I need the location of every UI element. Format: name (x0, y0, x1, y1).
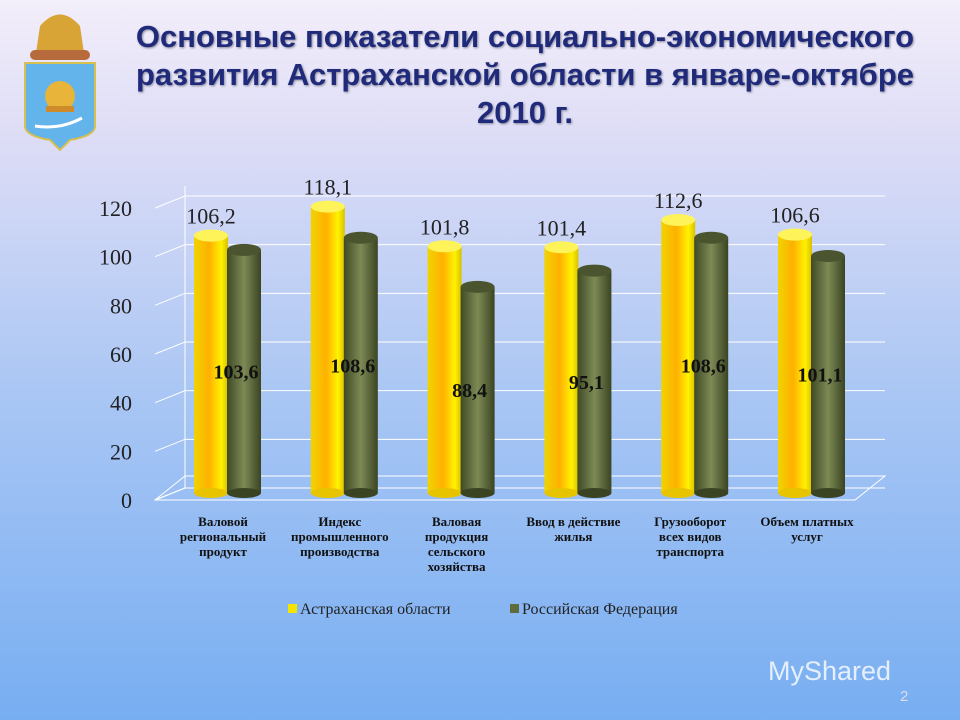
gridline (154, 438, 885, 452)
bar-base (661, 488, 696, 498)
bar-base (427, 488, 462, 498)
legend-swatch (510, 604, 519, 613)
gridline (154, 487, 885, 501)
bar-top (227, 243, 261, 256)
bar-top (811, 249, 845, 262)
gridline (154, 292, 885, 306)
bar-rf (577, 270, 612, 493)
bar-rf (811, 255, 845, 493)
bar-base (460, 488, 495, 498)
bar-astrakhan (778, 234, 812, 493)
gridline (154, 195, 885, 209)
bar-astrakhan (661, 220, 696, 494)
bar-base (194, 488, 228, 498)
bar-top (310, 200, 345, 213)
y-tick-label: 80 (110, 293, 132, 318)
bar-base (544, 488, 579, 498)
bar-rf (460, 286, 495, 493)
y-tick-label: 40 (110, 391, 132, 416)
x-category-label: Объем платных услуг (760, 514, 854, 544)
data-label: 108,6 (681, 355, 726, 377)
legend-swatch (288, 604, 297, 613)
bar-base (694, 488, 729, 498)
bar-rf (343, 237, 378, 493)
bar-base (577, 488, 612, 498)
x-category-label: Валовой региональный продукт (180, 514, 267, 559)
data-label: 101,8 (420, 214, 470, 239)
bar-astrakhan (194, 235, 228, 493)
bar-top (343, 231, 378, 244)
bar-top (778, 228, 812, 241)
axis-wall (154, 186, 186, 501)
bar-rf (227, 249, 261, 493)
bar-top (661, 214, 696, 227)
data-label: 112,6 (654, 188, 703, 213)
bar-base (778, 488, 812, 498)
bar-top (427, 240, 462, 253)
astrakhan-coat-of-arms-icon (24, 14, 96, 152)
bar-base (227, 488, 261, 498)
data-label: 106,2 (186, 204, 236, 229)
bar-astrakhan (310, 206, 345, 493)
slide-title: Основные показатели социально-экономичес… (135, 19, 915, 130)
bar-rf (694, 237, 729, 493)
bar-top (694, 231, 729, 244)
data-label: 118,1 (303, 175, 352, 200)
bar-base (811, 488, 845, 498)
bar-astrakhan (544, 247, 579, 493)
y-tick-label: 60 (110, 342, 132, 367)
bar-astrakhan (427, 246, 462, 493)
gridline (154, 390, 885, 404)
y-tick-label: 0 (121, 488, 132, 513)
y-tick-label: 20 (110, 439, 132, 464)
y-tick-label: 120 (99, 196, 132, 221)
gridline (154, 244, 885, 258)
gridline (154, 341, 885, 355)
data-label: 106,6 (770, 203, 820, 228)
data-label: 101,1 (798, 364, 843, 386)
x-category-label: Ввод в действие жилья (526, 514, 620, 544)
legend-label: Российская Федерация (522, 601, 678, 618)
data-label: 95,1 (569, 372, 604, 394)
bar-base (310, 488, 345, 498)
floor (153, 475, 887, 501)
x-category-label: Грузооборот всех видов транспорта (654, 514, 727, 559)
legend-label: Астраханская области (300, 601, 451, 618)
data-label: 108,6 (330, 355, 375, 377)
data-label: 88,4 (452, 380, 487, 402)
bar-top (460, 280, 495, 293)
x-category-label: Индекс промышленного производства (291, 514, 389, 559)
x-category-label: Валовая продукция сельского хозяйства (425, 514, 488, 574)
bar-top (194, 229, 228, 242)
bar-base (343, 488, 378, 498)
page-number: 2 (900, 688, 909, 705)
data-label: 101,4 (537, 215, 587, 240)
data-label: 103,6 (214, 361, 259, 383)
bar-top (544, 241, 579, 254)
bar-top (577, 264, 612, 277)
y-tick-label: 100 (99, 245, 132, 270)
watermark: MyShared (768, 656, 892, 686)
